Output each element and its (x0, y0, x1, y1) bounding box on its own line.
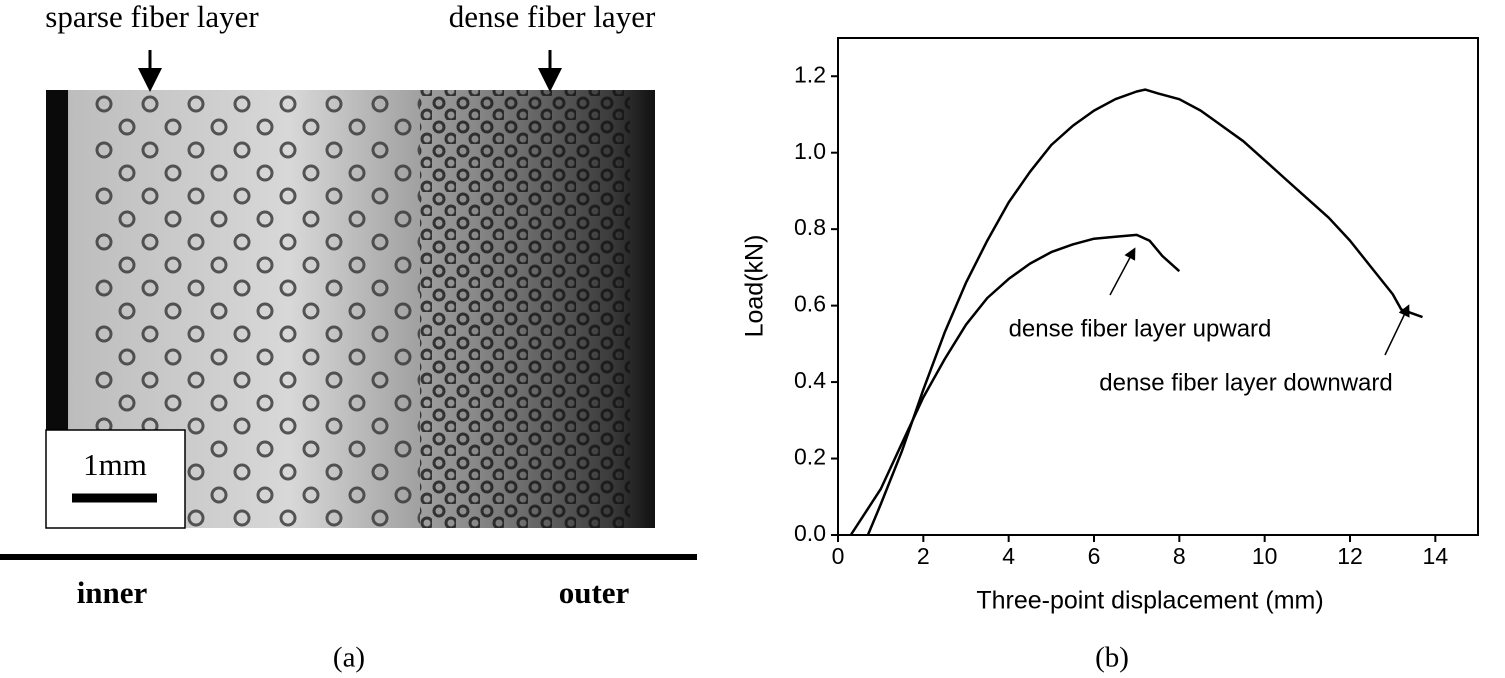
top-label: dense fiber layer (449, 0, 656, 34)
bottom-label: outer (559, 575, 630, 610)
x-tick-label: 12 (1337, 543, 1363, 569)
y-tick-label: 0.2 (794, 444, 826, 470)
y-tick-label: 0.6 (794, 291, 826, 317)
x-axis-label: Three-point displacement (mm) (976, 587, 1323, 615)
top-label: sparse fiber layer (45, 0, 259, 34)
x-tick-label: 10 (1252, 543, 1278, 569)
scale-label: 1mm (83, 447, 147, 482)
x-tick-label: 14 (1423, 543, 1449, 569)
y-tick-label: 1.2 (794, 61, 826, 87)
x-tick-label: 8 (1173, 543, 1186, 569)
micrograph (45, 90, 655, 529)
y-axis-label: Load(kN) (741, 235, 769, 338)
y-tick-label: 0.4 (794, 367, 826, 393)
bottom-label: inner (77, 575, 148, 610)
scale-box (45, 429, 186, 529)
annotation: dense fiber layer upward (1009, 315, 1272, 342)
y-tick-label: 0.8 (794, 214, 826, 240)
annotation: dense fiber layer downward (1099, 369, 1393, 396)
x-tick-label: 0 (832, 543, 845, 569)
caption: (b) (1095, 642, 1129, 674)
caption: (a) (333, 642, 365, 674)
x-tick-label: 6 (1088, 543, 1101, 569)
annotation-arrow (1109, 247, 1136, 296)
y-tick-label: 0.0 (794, 520, 826, 546)
annotation-arrow (1384, 304, 1410, 356)
x-tick-label: 2 (917, 543, 930, 569)
x-tick-label: 4 (1002, 543, 1015, 569)
plot-frame (837, 37, 1479, 536)
y-tick-label: 1.0 (794, 138, 826, 164)
line-series (866, 88, 1423, 536)
